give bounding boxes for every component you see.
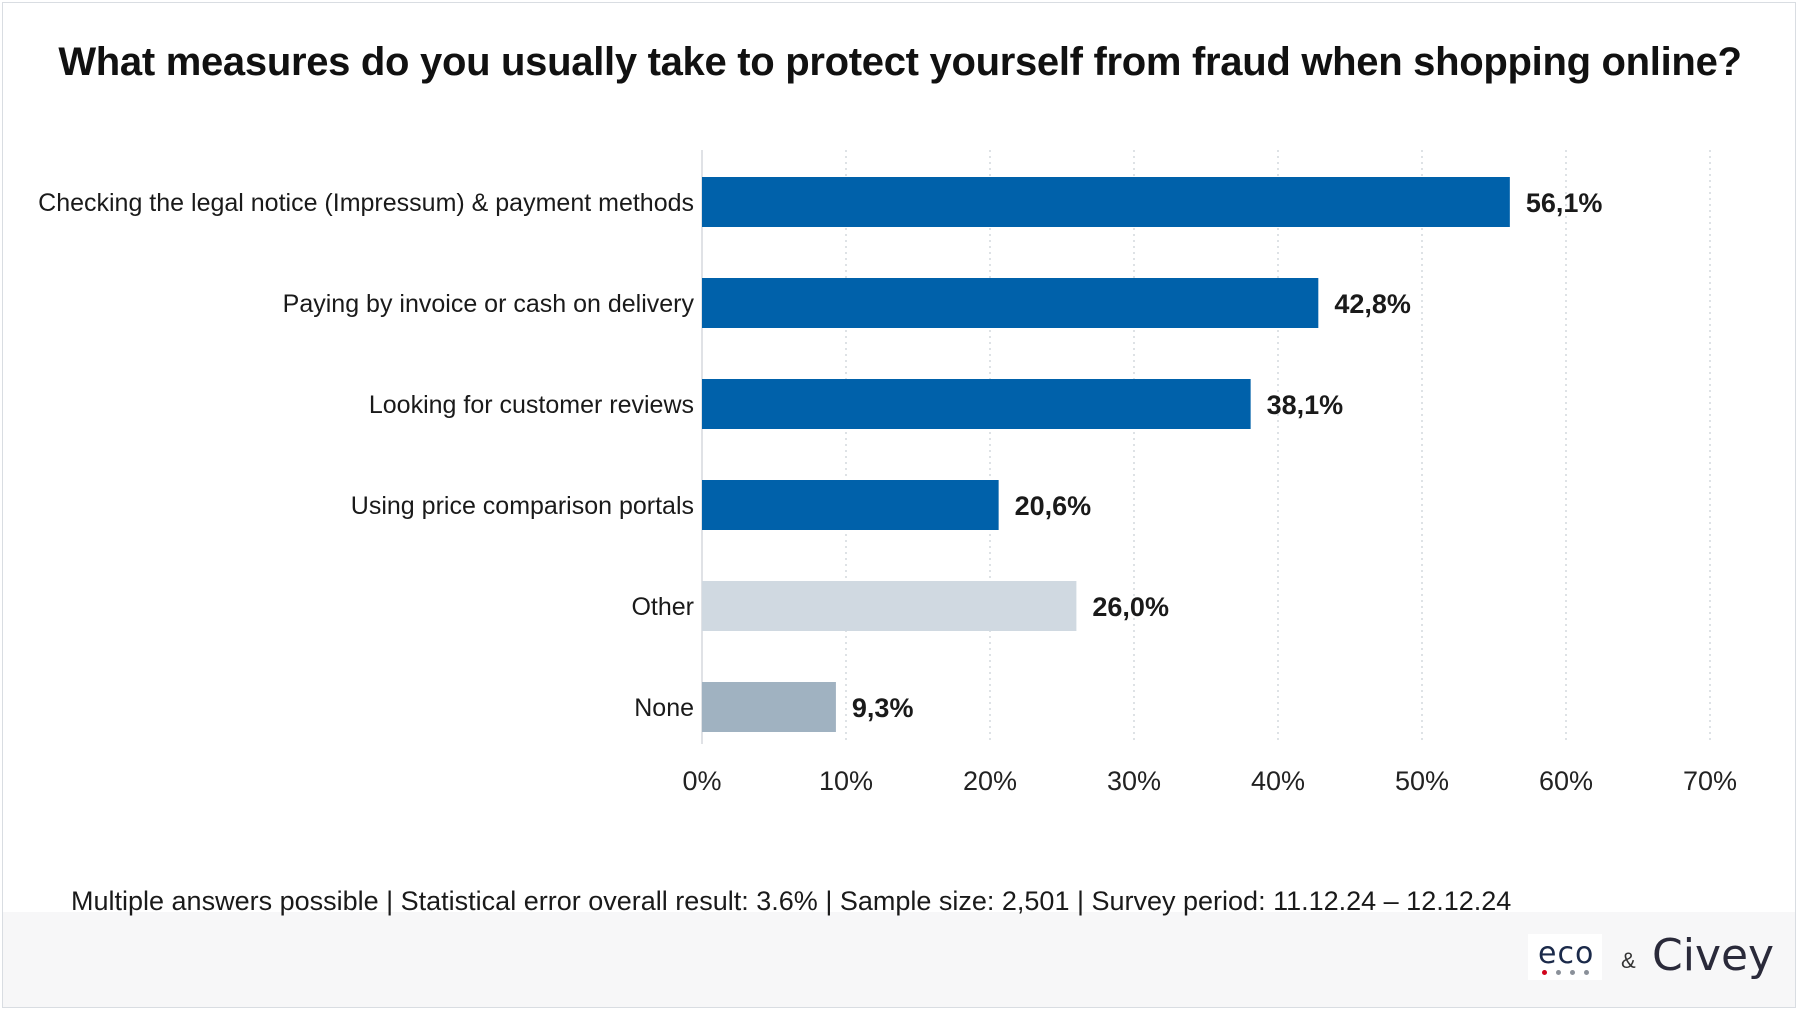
x-tick-label: 10%: [819, 766, 873, 796]
eco-logo-dot-grey: [1556, 970, 1561, 975]
category-label: Paying by invoice or cash on delivery: [283, 290, 695, 318]
bar: [702, 278, 1319, 328]
value-label: 42,8%: [1334, 289, 1411, 319]
x-tick-label: 30%: [1107, 766, 1161, 796]
footnote: Multiple answers possible | Statistical …: [71, 886, 1512, 916]
logo-ampersand: &: [1621, 948, 1636, 973]
bar-chart: 0% 10% 20% 30% 40% 50% 60% 70% Checking the lega…: [38, 150, 1737, 796]
x-tick-label: 0%: [682, 766, 721, 796]
value-label: 9,3%: [852, 693, 914, 723]
value-label: 26,0%: [1092, 592, 1169, 622]
x-tick-label: 60%: [1539, 766, 1593, 796]
chart-title: What measures do you usually take to pro…: [58, 40, 1742, 84]
eco-logo: eco: [1528, 934, 1602, 980]
category-label: Looking for customer reviews: [369, 391, 694, 419]
value-label: 56,1%: [1526, 188, 1603, 218]
x-tick-label: 70%: [1683, 766, 1737, 796]
bar: [702, 177, 1510, 227]
bar: [702, 581, 1077, 631]
bar: [702, 379, 1251, 429]
value-label: 38,1%: [1267, 390, 1344, 420]
bar: [702, 480, 999, 530]
eco-logo-dot-red: [1542, 970, 1547, 975]
eco-logo-dot-grey: [1584, 970, 1589, 975]
category-label: Other: [631, 593, 694, 621]
category-label: Using price comparison portals: [351, 492, 694, 520]
civey-logo: Civey: [1652, 930, 1775, 981]
value-label: 20,6%: [1015, 491, 1092, 521]
bar: [702, 682, 836, 732]
category-label: Checking the legal notice (Impressum) & …: [38, 189, 694, 217]
x-tick-label: 50%: [1395, 766, 1449, 796]
x-tick-label: 40%: [1251, 766, 1305, 796]
eco-logo-text: eco: [1538, 936, 1595, 971]
eco-logo-dot-grey: [1570, 970, 1575, 975]
category-label: None: [634, 694, 694, 722]
x-tick-label: 20%: [963, 766, 1017, 796]
footer-band: [3, 912, 1795, 1007]
